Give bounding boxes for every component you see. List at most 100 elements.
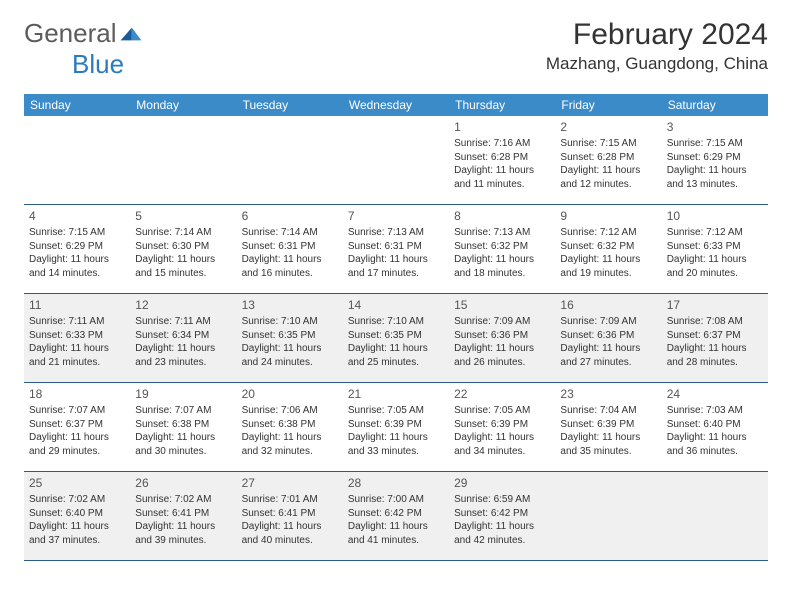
- day-header-tue: Tuesday: [237, 94, 343, 116]
- day-number: 19: [135, 386, 231, 402]
- day-number: 2: [560, 119, 656, 135]
- day-daylight: Daylight: 11 hours and 41 minutes.: [348, 520, 444, 547]
- day-cell: 5Sunrise: 7:14 AMSunset: 6:30 PMDaylight…: [130, 205, 236, 293]
- day-daylight: Daylight: 11 hours and 15 minutes.: [135, 253, 231, 280]
- day-daylight: Daylight: 11 hours and 20 minutes.: [667, 253, 763, 280]
- brand-logo: GeneralBlue: [24, 18, 143, 80]
- week-row: 25Sunrise: 7:02 AMSunset: 6:40 PMDayligh…: [24, 472, 768, 561]
- day-sunrise: Sunrise: 7:00 AM: [348, 493, 444, 507]
- day-sunset: Sunset: 6:38 PM: [135, 418, 231, 432]
- day-number: 11: [29, 297, 125, 313]
- logo-triangle-icon: [119, 18, 143, 49]
- day-sunset: Sunset: 6:39 PM: [560, 418, 656, 432]
- day-sunrise: Sunrise: 7:02 AM: [135, 493, 231, 507]
- day-sunrise: Sunrise: 7:10 AM: [348, 315, 444, 329]
- day-sunset: Sunset: 6:29 PM: [667, 151, 763, 165]
- day-sunrise: Sunrise: 7:09 AM: [454, 315, 550, 329]
- day-cell: 8Sunrise: 7:13 AMSunset: 6:32 PMDaylight…: [449, 205, 555, 293]
- day-sunset: Sunset: 6:32 PM: [560, 240, 656, 254]
- day-daylight: Daylight: 11 hours and 37 minutes.: [29, 520, 125, 547]
- day-header-sun: Sunday: [24, 94, 130, 116]
- day-daylight: Daylight: 11 hours and 21 minutes.: [29, 342, 125, 369]
- day-sunrise: Sunrise: 7:07 AM: [135, 404, 231, 418]
- day-daylight: Daylight: 11 hours and 35 minutes.: [560, 431, 656, 458]
- day-number: 26: [135, 475, 231, 491]
- day-sunset: Sunset: 6:31 PM: [242, 240, 338, 254]
- day-sunrise: Sunrise: 7:07 AM: [29, 404, 125, 418]
- day-sunset: Sunset: 6:39 PM: [348, 418, 444, 432]
- day-number: 24: [667, 386, 763, 402]
- day-sunset: Sunset: 6:36 PM: [454, 329, 550, 343]
- day-cell: 20Sunrise: 7:06 AMSunset: 6:38 PMDayligh…: [237, 383, 343, 471]
- day-cell: 23Sunrise: 7:04 AMSunset: 6:39 PMDayligh…: [555, 383, 661, 471]
- day-cell: 17Sunrise: 7:08 AMSunset: 6:37 PMDayligh…: [662, 294, 768, 382]
- day-sunset: Sunset: 6:40 PM: [667, 418, 763, 432]
- day-cell: [662, 472, 768, 560]
- day-sunrise: Sunrise: 6:59 AM: [454, 493, 550, 507]
- day-sunset: Sunset: 6:35 PM: [348, 329, 444, 343]
- day-number: 29: [454, 475, 550, 491]
- day-daylight: Daylight: 11 hours and 33 minutes.: [348, 431, 444, 458]
- day-sunrise: Sunrise: 7:11 AM: [135, 315, 231, 329]
- day-daylight: Daylight: 11 hours and 14 minutes.: [29, 253, 125, 280]
- day-sunrise: Sunrise: 7:15 AM: [667, 137, 763, 151]
- calendar-grid: Sunday Monday Tuesday Wednesday Thursday…: [24, 94, 768, 561]
- day-sunset: Sunset: 6:39 PM: [454, 418, 550, 432]
- day-sunrise: Sunrise: 7:01 AM: [242, 493, 338, 507]
- day-daylight: Daylight: 11 hours and 42 minutes.: [454, 520, 550, 547]
- day-sunrise: Sunrise: 7:09 AM: [560, 315, 656, 329]
- day-sunset: Sunset: 6:28 PM: [560, 151, 656, 165]
- day-cell: 2Sunrise: 7:15 AMSunset: 6:28 PMDaylight…: [555, 116, 661, 204]
- day-sunset: Sunset: 6:38 PM: [242, 418, 338, 432]
- day-number: 7: [348, 208, 444, 224]
- day-number: 14: [348, 297, 444, 313]
- day-sunset: Sunset: 6:41 PM: [135, 507, 231, 521]
- day-sunrise: Sunrise: 7:13 AM: [348, 226, 444, 240]
- day-cell: 6Sunrise: 7:14 AMSunset: 6:31 PMDaylight…: [237, 205, 343, 293]
- day-sunset: Sunset: 6:29 PM: [29, 240, 125, 254]
- day-cell: [555, 472, 661, 560]
- day-number: 25: [29, 475, 125, 491]
- day-sunrise: Sunrise: 7:12 AM: [560, 226, 656, 240]
- day-daylight: Daylight: 11 hours and 13 minutes.: [667, 164, 763, 191]
- brand-text-general: General: [24, 18, 117, 49]
- day-number: 22: [454, 386, 550, 402]
- day-number: 18: [29, 386, 125, 402]
- day-cell: 4 Sunrise: 7:15 AMSunset: 6:29 PMDaylight…: [24, 205, 130, 293]
- day-number: 10: [667, 208, 763, 224]
- day-sunrise: Sunrise: 7:14 AM: [135, 226, 231, 240]
- day-daylight: Daylight: 11 hours and 27 minutes.: [560, 342, 656, 369]
- day-header-wed: Wednesday: [343, 94, 449, 116]
- day-cell: [343, 116, 449, 204]
- day-number: 17: [667, 297, 763, 313]
- day-number: 15: [454, 297, 550, 313]
- day-header-sat: Saturday: [662, 94, 768, 116]
- day-sunrise: Sunrise: 7:05 AM: [454, 404, 550, 418]
- day-daylight: Daylight: 11 hours and 32 minutes.: [242, 431, 338, 458]
- day-daylight: Daylight: 11 hours and 11 minutes.: [454, 164, 550, 191]
- day-cell: 25Sunrise: 7:02 AMSunset: 6:40 PMDayligh…: [24, 472, 130, 560]
- day-number: 3: [667, 119, 763, 135]
- day-sunset: Sunset: 6:37 PM: [29, 418, 125, 432]
- day-sunset: Sunset: 6:42 PM: [454, 507, 550, 521]
- calendar-page: GeneralBlue February 2024 Mazhang, Guang…: [0, 0, 792, 579]
- day-cell: 16Sunrise: 7:09 AMSunset: 6:36 PMDayligh…: [555, 294, 661, 382]
- day-sunrise: Sunrise: 7:15 AM: [29, 226, 125, 240]
- day-sunrise: Sunrise: 7:06 AM: [242, 404, 338, 418]
- day-daylight: Daylight: 11 hours and 39 minutes.: [135, 520, 231, 547]
- day-daylight: Daylight: 11 hours and 12 minutes.: [560, 164, 656, 191]
- weeks-container: 1Sunrise: 7:16 AMSunset: 6:28 PMDaylight…: [24, 116, 768, 561]
- day-cell: [24, 116, 130, 204]
- day-number: 4: [29, 208, 125, 224]
- day-number: 28: [348, 475, 444, 491]
- day-header-thu: Thursday: [449, 94, 555, 116]
- day-sunrise: Sunrise: 7:03 AM: [667, 404, 763, 418]
- day-cell: 28Sunrise: 7:00 AMSunset: 6:42 PMDayligh…: [343, 472, 449, 560]
- day-cell: 7Sunrise: 7:13 AMSunset: 6:31 PMDaylight…: [343, 205, 449, 293]
- day-number: 23: [560, 386, 656, 402]
- day-sunrise: Sunrise: 7:12 AM: [667, 226, 763, 240]
- day-cell: 22Sunrise: 7:05 AMSunset: 6:39 PMDayligh…: [449, 383, 555, 471]
- day-sunset: Sunset: 6:36 PM: [560, 329, 656, 343]
- day-cell: 19Sunrise: 7:07 AMSunset: 6:38 PMDayligh…: [130, 383, 236, 471]
- day-number: 1: [454, 119, 550, 135]
